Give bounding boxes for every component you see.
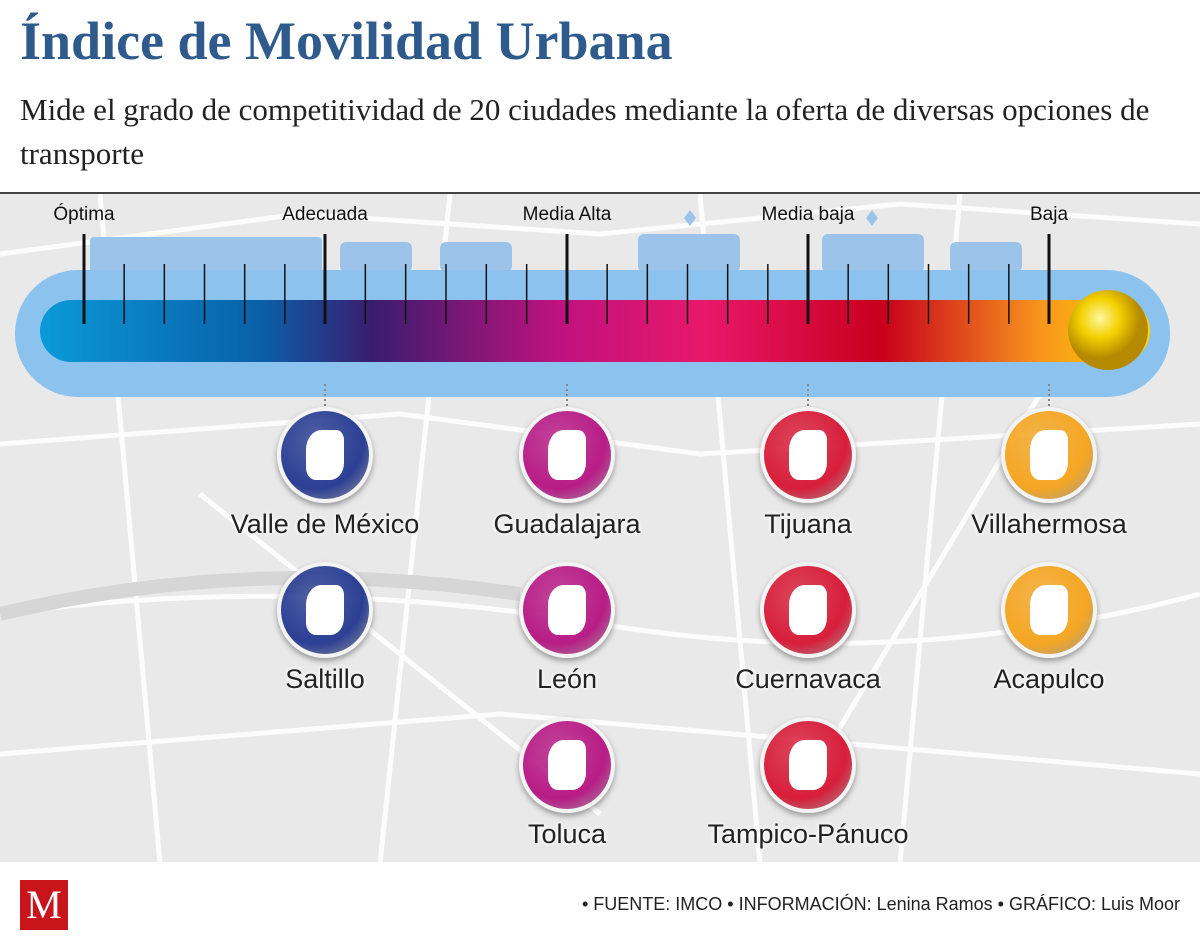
city-map-icon: [1001, 407, 1097, 503]
level-label: Óptima: [53, 204, 115, 225]
city-map-icon: [277, 407, 373, 503]
city-name: Cuernavaca: [735, 664, 881, 694]
city-name: Toluca: [527, 819, 607, 849]
level-label: Baja: [1029, 204, 1069, 225]
page-title: Índice de Movilidad Urbana: [20, 11, 673, 71]
city-name: León: [536, 664, 598, 694]
subtitle: Mide el grado de competitividad de 20 ci…: [20, 92, 1150, 171]
city-map-icon: [519, 717, 615, 813]
infographic-map: Óptima Adecuada Media Alta Media baja Baja: [0, 192, 1200, 862]
vehicle-icons: [90, 210, 1022, 273]
city-name: Tampico-Pánuco: [707, 819, 909, 849]
city-name: Villahermosa: [971, 509, 1127, 539]
city-name: Guadalajara: [493, 509, 641, 539]
city-map-icon: [760, 562, 856, 658]
map-background: [0, 194, 1200, 862]
city-map-icon: [760, 407, 856, 503]
level-label: Adecuada: [282, 204, 368, 225]
city-map-icon: [760, 717, 856, 813]
level-label: Media Alta: [522, 204, 612, 225]
level-label: Media baja: [761, 204, 855, 225]
city-name: Valle de México: [230, 509, 420, 539]
city-name: Tijuana: [764, 509, 852, 539]
city-map-icon: [519, 407, 615, 503]
city-map-icon: [1001, 562, 1097, 658]
credits: • FUENTE: IMCO • INFORMACIÓN: Lenina Ram…: [581, 894, 1180, 914]
city-name: Saltillo: [285, 664, 365, 694]
city-map-icon: [277, 562, 373, 658]
brand-logo: M: [20, 880, 68, 930]
city-name: Acapulco: [993, 664, 1105, 694]
city-map-icon: [519, 562, 615, 658]
